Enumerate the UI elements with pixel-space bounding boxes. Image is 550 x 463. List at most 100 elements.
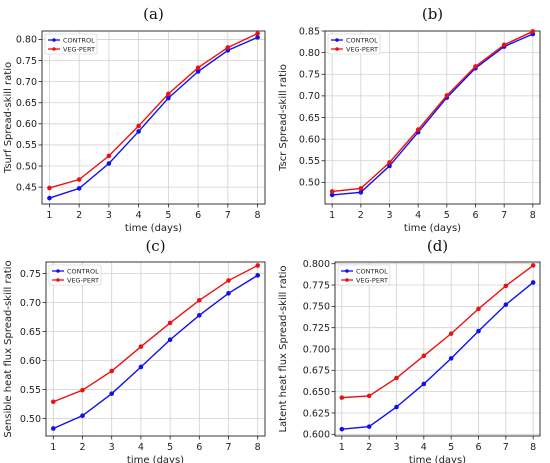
data-point-control bbox=[195, 69, 201, 74]
data-point-control bbox=[226, 291, 231, 296]
x-tick-label: 8 bbox=[255, 210, 261, 221]
series-line-control bbox=[332, 33, 534, 196]
data-point-control bbox=[387, 163, 392, 169]
legend-label-veg-pert: VEG-PERT bbox=[356, 276, 388, 284]
x-tick-label: 4 bbox=[421, 442, 427, 453]
y-tick-label: 0.60 bbox=[20, 356, 41, 367]
data-point-veg-pert bbox=[394, 375, 399, 381]
data-point-veg-pert bbox=[339, 395, 345, 400]
x-tick-label: 3 bbox=[109, 442, 115, 453]
legend-label-control: CONTROL bbox=[346, 36, 378, 44]
y-tick-label: 0.800 bbox=[303, 259, 330, 270]
y-tick-label: 0.70 bbox=[299, 91, 320, 102]
data-point-control bbox=[366, 424, 372, 429]
x-tick-label: 7 bbox=[225, 210, 231, 221]
legend-marker-control bbox=[335, 38, 339, 42]
data-point-veg-pert bbox=[76, 177, 82, 182]
data-point-control bbox=[106, 161, 112, 166]
data-point-control bbox=[80, 413, 85, 418]
y-tick-label: 0.55 bbox=[20, 385, 41, 396]
plot-frame bbox=[334, 261, 541, 437]
y-tick-label: 0.80 bbox=[299, 48, 320, 59]
chart-title: (a) bbox=[143, 5, 164, 23]
data-point-veg-pert bbox=[366, 393, 372, 399]
legend-marker-control bbox=[52, 38, 56, 42]
x-tick-label: 6 bbox=[195, 210, 201, 221]
grid-lines bbox=[335, 262, 540, 436]
data-point-veg-pert bbox=[448, 331, 454, 336]
y-tick-label: 0.65 bbox=[299, 113, 320, 124]
data-point-veg-pert bbox=[415, 127, 421, 132]
x-tick-label: 2 bbox=[366, 442, 372, 453]
chart-panel-b: (b) 1 2 3 4 5 6 7 8 0.50 0.55 0.60 0.65 0.70 0.75 0.80 0… bbox=[275, 0, 550, 234]
legend-label-veg-pert: VEG-PERT bbox=[67, 276, 99, 284]
x-tick-label: 4 bbox=[136, 210, 142, 221]
y-tick-label: 0.70 bbox=[16, 77, 37, 88]
chart-a-svg: (a) 1 2 3 4 5 6 7 8 0.45 0.50 0.55 0.60 0.65 0.70 0.75 0… bbox=[3, 5, 266, 234]
data-point-control bbox=[339, 426, 345, 432]
x-tick-label: 8 bbox=[255, 442, 261, 453]
data-point-veg-pert bbox=[473, 64, 478, 69]
chart-panel-a: (a) 1 2 3 4 5 6 7 8 0.45 0.50 0.55 0.60 0.65 0.70 0.75 0… bbox=[0, 0, 275, 234]
data-point-veg-pert bbox=[51, 399, 56, 405]
data-point-veg-pert bbox=[387, 160, 392, 165]
legend-marker-veg-pert bbox=[345, 278, 349, 282]
chart-title: (b) bbox=[422, 5, 443, 23]
x-tick-label: 6 bbox=[475, 442, 481, 453]
data-point-control bbox=[109, 391, 114, 396]
legend-label-control: CONTROL bbox=[63, 36, 95, 44]
y-tick-label: 0.600 bbox=[303, 430, 330, 441]
grid-lines bbox=[325, 30, 540, 204]
chart-title: (c) bbox=[145, 237, 165, 255]
x-tick-label: 8 bbox=[530, 442, 536, 453]
data-point-veg-pert bbox=[255, 31, 260, 36]
data-point-control bbox=[138, 364, 144, 370]
y-tick-label: 0.50 bbox=[299, 178, 320, 189]
data-point-control bbox=[503, 302, 509, 307]
data-point-control bbox=[394, 404, 399, 410]
data-point-control bbox=[421, 381, 427, 387]
grid-lines bbox=[46, 262, 265, 436]
y-tick-label: 0.625 bbox=[303, 408, 330, 419]
x-tick-label: 7 bbox=[501, 210, 507, 221]
legend-label-control: CONTROL bbox=[67, 267, 99, 275]
x-tick-label: 3 bbox=[393, 442, 399, 453]
data-point-veg-pert bbox=[225, 45, 231, 50]
y-tick-label: 0.60 bbox=[16, 119, 37, 130]
x-tick-label: 1 bbox=[50, 442, 56, 453]
y-axis-label: Latent heat flux Spread-skill ratio bbox=[278, 265, 289, 432]
y-tick-label: 0.50 bbox=[20, 414, 41, 425]
data-point-control bbox=[166, 95, 171, 101]
x-tick-label: 4 bbox=[415, 210, 421, 221]
plot-frame bbox=[45, 261, 266, 437]
data-point-control bbox=[476, 328, 481, 334]
x-axis-label: time (days) bbox=[404, 223, 461, 234]
chart-panel-d: (d) 1 2 3 4 5 6 7 8 0.600 0.625 0.650 0.675 0.700 0.72… bbox=[275, 232, 550, 463]
grid-lines bbox=[42, 31, 265, 204]
y-tick-label: 0.55 bbox=[16, 140, 37, 151]
y-tick-label: 0.725 bbox=[303, 323, 330, 334]
y-tick-label: 0.50 bbox=[16, 161, 37, 172]
y-tick-label: 0.750 bbox=[303, 302, 330, 313]
data-point-veg-pert bbox=[197, 297, 202, 303]
x-axis-label: time (days) bbox=[127, 455, 184, 463]
data-point-control bbox=[76, 186, 82, 191]
data-point-veg-pert bbox=[226, 278, 231, 283]
data-point-veg-pert bbox=[47, 185, 52, 191]
series-line-control bbox=[53, 274, 259, 430]
legend-label-veg-pert: VEG-PERT bbox=[346, 45, 378, 53]
y-tick-label: 0.675 bbox=[303, 366, 330, 377]
y-axis-label: Sensible heat flux Spread-skill ratio bbox=[3, 260, 14, 437]
y-tick-label: 0.70 bbox=[20, 298, 41, 309]
x-tick-label: 8 bbox=[530, 210, 536, 221]
data-point-veg-pert bbox=[530, 263, 536, 268]
chart-panel-c: (c) 1 2 3 4 5 6 7 8 0.50 0.55 0.60 0.65 0.70 0.75 time … bbox=[0, 232, 275, 463]
data-point-veg-pert bbox=[444, 93, 450, 98]
legend-marker-control bbox=[345, 269, 349, 273]
data-point-control bbox=[47, 195, 52, 201]
data-point-control bbox=[358, 190, 364, 195]
x-tick-label: 5 bbox=[167, 442, 173, 453]
y-tick-label: 0.75 bbox=[20, 269, 41, 280]
y-tick-label: 0.60 bbox=[299, 134, 320, 145]
